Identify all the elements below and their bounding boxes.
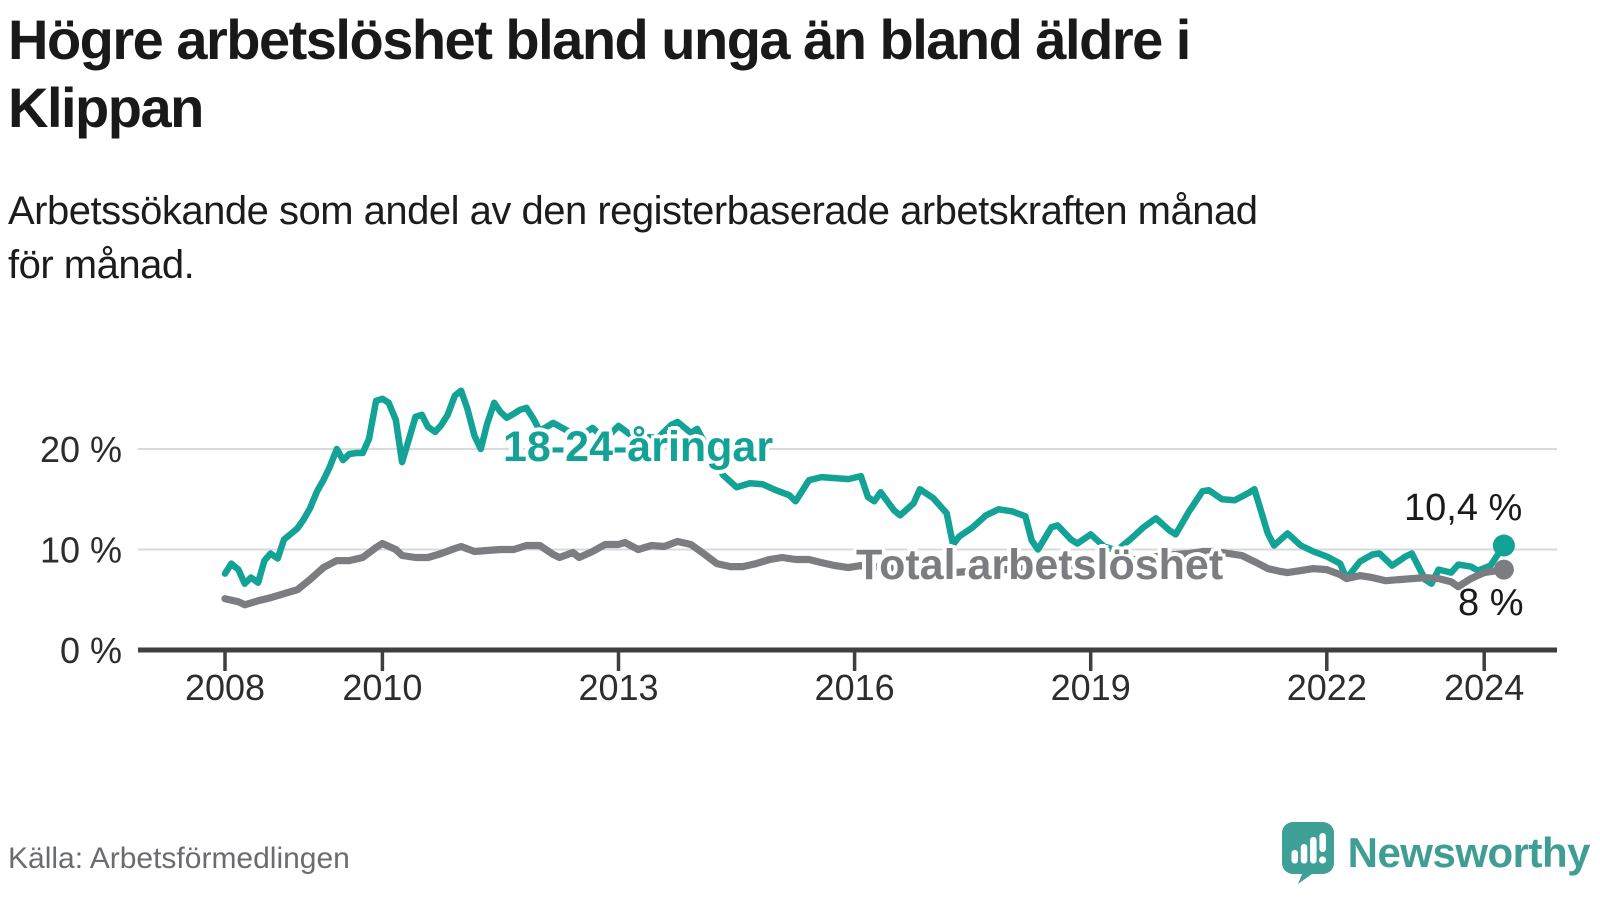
subtitle-line-2: för månad. (8, 243, 195, 287)
brand-name: Newsworthy (1347, 829, 1591, 876)
source-note: Källa: Arbetsförmedlingen (8, 842, 350, 875)
x-axis-tick-label: 2019 (1051, 667, 1131, 708)
end-value-label-total: 8 % (1458, 582, 1524, 624)
brand-lockup: Newsworthy (1281, 822, 1591, 884)
chart-subtitle: Arbetssökande som andel av den registerb… (8, 184, 1568, 292)
newsworthy-logo-icon (1281, 822, 1334, 884)
subtitle-line-1: Arbetssökande som andel av den registerb… (8, 189, 1258, 233)
y-axis-tick-label: 0 % (60, 630, 122, 671)
line-series-total (221, 537, 1508, 609)
page-title: Högre arbetslöshet bland unga än bland ä… (8, 6, 1568, 142)
x-axis-tick-label: 2022 (1287, 667, 1367, 708)
x-axis-tick-label: 2010 (342, 667, 422, 708)
series-label-total: Total arbetslöshet (856, 541, 1224, 589)
end-dot-total (1493, 559, 1514, 580)
x-axis-tick-label: 2008 (185, 667, 265, 708)
end-value-label-youth: 10,4 % (1404, 487, 1523, 529)
x-axis-tick-label: 2024 (1444, 667, 1524, 708)
x-axis-tick-label: 2013 (578, 667, 658, 708)
series-label-youth: 18-24-åringar (503, 423, 774, 471)
title-line-1: Högre arbetslöshet bland unga än bland ä… (8, 8, 1191, 71)
y-axis-tick-label: 10 % (40, 530, 122, 571)
x-axis-tick-label: 2016 (815, 667, 895, 708)
line-series-youth (221, 387, 1508, 587)
y-axis-tick-label: 20 % (40, 429, 122, 470)
title-line-2: Klippan (8, 76, 204, 139)
end-dot-youth (1492, 534, 1515, 557)
